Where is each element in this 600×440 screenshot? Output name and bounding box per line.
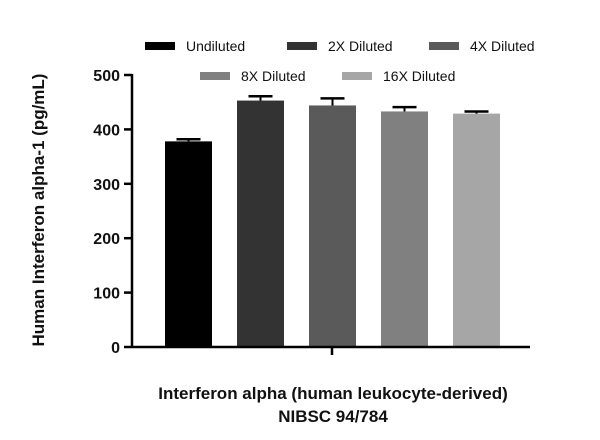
y-tick-label: 400 — [93, 122, 120, 139]
legend-label: 4X Diluted — [470, 38, 535, 54]
legend: Undiluted 2X Diluted 4X Diluted 8X Diluted 1… — [145, 38, 535, 84]
y-tick-label: 200 — [93, 231, 120, 248]
legend-swatch — [200, 72, 230, 80]
plot-area — [165, 94, 500, 348]
legend-label: 16X Diluted — [383, 68, 455, 84]
bar-group — [309, 97, 356, 348]
y-tick-label: 0 — [111, 340, 120, 357]
bar-group — [381, 105, 428, 347]
legend-swatch — [145, 42, 175, 50]
bar — [309, 105, 356, 348]
axes: 0 100 200 300 400 500 — [93, 68, 530, 357]
legend-swatch — [429, 42, 459, 50]
legend-label: 2X Diluted — [328, 38, 393, 54]
bar — [237, 100, 284, 348]
bar-group — [453, 110, 500, 348]
legend-item: 4X Diluted — [429, 38, 535, 54]
bar — [165, 141, 212, 347]
legend-swatch — [342, 72, 372, 80]
legend-item: 16X Diluted — [342, 68, 455, 84]
y-tick-label: 500 — [93, 68, 120, 85]
y-tick-label: 300 — [93, 177, 120, 194]
bar — [453, 113, 500, 348]
y-tick-label: 100 — [93, 286, 120, 303]
x-axis-title: Interferon alpha (human leukocyte-derive… — [158, 384, 508, 403]
x-axis-subtitle: NIBSC 94/784 — [278, 407, 388, 426]
legend-item: Undiluted — [145, 38, 245, 54]
legend-label: Undiluted — [186, 38, 245, 54]
bar-group — [237, 94, 284, 348]
legend-label: 8X Diluted — [241, 68, 306, 84]
legend-item: 2X Diluted — [287, 38, 393, 54]
y-axis-title: Human Interferon alpha-1 (pg/mL) — [29, 74, 48, 347]
bar-group — [165, 137, 212, 347]
bar — [381, 111, 428, 347]
legend-swatch — [287, 42, 317, 50]
legend-item: 8X Diluted — [200, 68, 306, 84]
